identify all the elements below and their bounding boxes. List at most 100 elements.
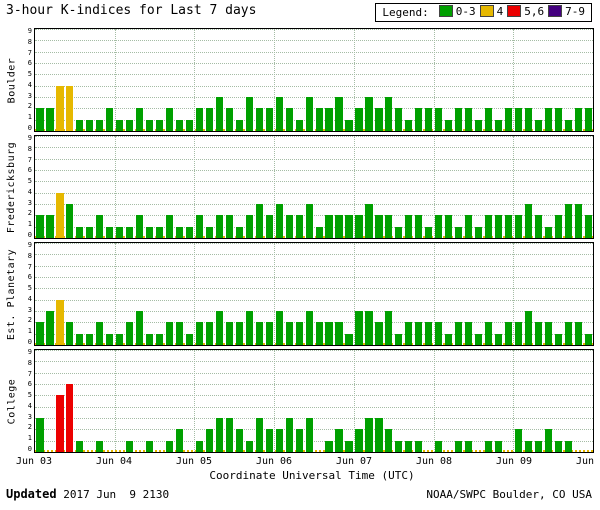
h-gridline [35, 288, 593, 290]
bar-slot [125, 243, 135, 345]
k-index-bar [395, 108, 403, 131]
bar-slot [35, 29, 45, 131]
bar-slot [75, 243, 85, 345]
bar-slot [105, 243, 115, 345]
bar-slot [294, 136, 304, 238]
k-index-bar [76, 119, 84, 131]
legend-item-label: 4 [496, 4, 504, 18]
k-index-bar [584, 108, 592, 131]
h-gridline [35, 429, 593, 431]
bar-slot [454, 243, 464, 345]
bar-slot [543, 29, 553, 131]
x-tick-label: Jun 08 [415, 456, 453, 467]
v-gridline [513, 29, 515, 131]
bar-slot [185, 243, 195, 345]
legend-label: Legend: [382, 6, 429, 19]
bar-slot [35, 243, 45, 345]
y-tick-label: 5 [27, 70, 32, 79]
bar-slot [244, 350, 254, 452]
k-index-bar [205, 108, 214, 131]
k-index-bar [126, 226, 134, 238]
k-index-bar [175, 322, 184, 345]
k-index-bar [116, 119, 124, 131]
k-index-bar [175, 119, 184, 131]
k-index-bar [175, 226, 184, 238]
bar-slot [85, 243, 95, 345]
bar-slot [264, 29, 274, 131]
v-gridline [274, 350, 276, 452]
k-index-bar [445, 333, 453, 345]
v-gridline [513, 136, 515, 238]
k-index-bar [285, 418, 293, 452]
y-tick-label: 6 [27, 59, 32, 68]
bar-slot [175, 243, 185, 345]
bar-slot [155, 350, 165, 452]
bar-slot [514, 243, 524, 345]
bar-slot [384, 243, 394, 345]
bar-slot [583, 29, 593, 131]
v-gridline [433, 136, 435, 238]
h-gridline [35, 62, 593, 64]
k-index-bar [136, 215, 144, 238]
k-index-bar [116, 226, 124, 238]
bar-slot [284, 243, 294, 345]
bars [35, 29, 593, 131]
bars [35, 350, 593, 452]
k-index-bar [345, 215, 353, 238]
k-index-bar [455, 226, 463, 238]
bar-slot [404, 136, 414, 238]
k-index-bar [415, 322, 423, 345]
k-index-bar [504, 108, 513, 131]
bar-slot [65, 29, 75, 131]
k-index-bar [355, 429, 363, 452]
station-name: Fredericksburg [6, 141, 18, 233]
bar-slot [494, 136, 504, 238]
k-index-bar [455, 322, 463, 345]
v-gridline [433, 29, 435, 131]
k-index-bar [285, 322, 293, 345]
k-index-bar [146, 333, 154, 345]
bar-slot [523, 29, 533, 131]
bar-slot [95, 29, 105, 131]
bar-slot [374, 136, 384, 238]
bar-slot [543, 243, 553, 345]
bar-slot [404, 350, 414, 452]
bar-slot [384, 136, 394, 238]
bar-slot [324, 350, 334, 452]
bar-slot [304, 243, 314, 345]
y-tick-label: 1 [27, 434, 32, 443]
bar-slot [344, 136, 354, 238]
k-index-bar [285, 215, 293, 238]
k-index-bar [106, 226, 114, 238]
k-index-bar [524, 311, 533, 345]
k-index-bar [215, 418, 223, 452]
bar-slot [274, 350, 284, 452]
k-index-bar [524, 204, 533, 238]
v-gridline [274, 29, 276, 131]
station-panel: Est. Planetary 9 8 7 6 5 4 3 2 1 0 [4, 242, 594, 346]
k-index-bar [56, 85, 64, 131]
bar-slot [454, 136, 464, 238]
y-tick-label: 5 [27, 391, 32, 400]
bar-slot [514, 136, 524, 238]
h-gridline [35, 74, 593, 76]
k-index-bar [156, 333, 164, 345]
bar-slot [324, 243, 334, 345]
k-index-bar [564, 119, 572, 131]
bar-slot [384, 350, 394, 452]
k-index-bar [245, 311, 253, 345]
y-tick-label: 3 [27, 412, 32, 421]
bar-slot [424, 350, 434, 452]
x-tick-label: Jun 09 [495, 456, 533, 467]
bar-slot [274, 136, 284, 238]
k-index-bar [494, 440, 503, 452]
bar-slot [85, 136, 95, 238]
bar-slot [553, 136, 563, 238]
k-index-bar [235, 429, 243, 452]
k-index-bar [335, 215, 343, 238]
v-gridline [513, 350, 515, 452]
station-panel: Fredericksburg 9 8 7 6 5 4 3 2 1 0 [4, 135, 594, 239]
y-tick-label: 2 [27, 423, 32, 432]
h-gridline [35, 192, 593, 194]
